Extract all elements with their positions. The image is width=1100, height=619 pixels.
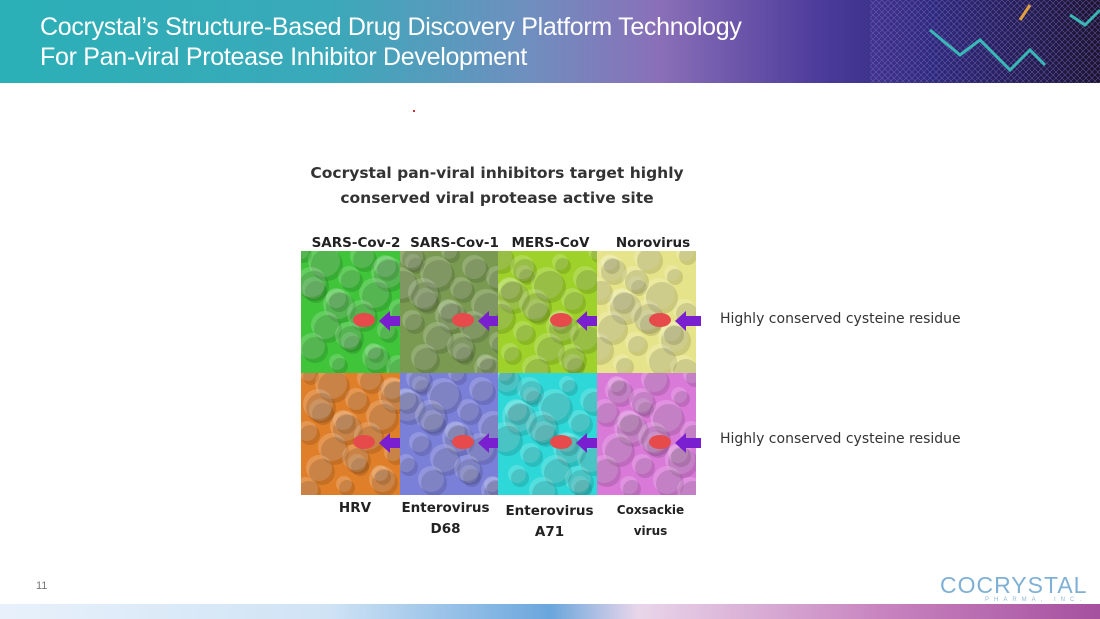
protein-surface-image bbox=[301, 251, 400, 373]
arrow-left-icon bbox=[379, 433, 405, 453]
arrow-left-icon bbox=[675, 433, 701, 453]
label-line: A71 bbox=[534, 524, 565, 540]
footer-gradient-bar bbox=[0, 604, 1100, 619]
arrow-left-icon bbox=[478, 433, 504, 453]
callout-top: Highly conserved cysteine residue bbox=[720, 311, 961, 327]
arrow-left-icon bbox=[379, 311, 405, 331]
protein-surface-image bbox=[400, 373, 499, 495]
label-enterovirus-a71: Enterovirus A71 bbox=[502, 501, 597, 543]
protein-surface-image bbox=[597, 373, 696, 495]
label-sars-cov-2: SARS-Cov-2 bbox=[311, 235, 401, 251]
protein-surface-image bbox=[597, 251, 696, 373]
page-title: Cocrystal’s Structure-Based Drug Discove… bbox=[40, 12, 742, 72]
protein-surface-image bbox=[301, 373, 400, 495]
active-site-marker bbox=[550, 313, 572, 327]
arrow-left-icon bbox=[675, 311, 701, 331]
stray-dot bbox=[413, 110, 415, 112]
arrow-left-icon bbox=[576, 433, 602, 453]
protein-surface-image bbox=[498, 373, 597, 495]
title-line-1: Cocrystal’s Structure-Based Drug Discove… bbox=[40, 13, 742, 41]
callout-bottom: Highly conserved cysteine residue bbox=[720, 431, 961, 447]
arrow-left-icon bbox=[478, 311, 504, 331]
label-norovirus: Norovirus bbox=[615, 235, 691, 251]
header-banner: Cocrystal’s Structure-Based Drug Discove… bbox=[0, 0, 1100, 83]
title-line-2: For Pan-viral Protease Inhibitor Develop… bbox=[40, 43, 528, 71]
label-coxsackie: Coxsackie virus bbox=[616, 503, 685, 538]
active-site-marker bbox=[452, 313, 474, 327]
protein-surface-image bbox=[498, 251, 597, 373]
label-enterovirus-d68: Enterovirus D68 bbox=[398, 498, 493, 540]
label-mers-cov: MERS-CoV bbox=[511, 235, 590, 251]
heading-line-1: Cocrystal pan-viral inhibitors target hi… bbox=[310, 164, 684, 182]
label-line: Enterovirus bbox=[505, 503, 594, 519]
active-site-marker bbox=[649, 435, 671, 449]
company-logo: COCRYSTAL bbox=[940, 572, 1088, 598]
active-site-marker bbox=[452, 435, 474, 449]
label-line: D68 bbox=[430, 521, 461, 537]
active-site-marker bbox=[353, 313, 375, 327]
active-site-marker bbox=[353, 435, 375, 449]
active-site-marker bbox=[550, 435, 572, 449]
heading-line-2: conserved viral protease active site bbox=[340, 189, 654, 207]
company-logo-sub: PHARMA, INC. bbox=[985, 597, 1087, 603]
active-site-marker bbox=[649, 313, 671, 327]
molecule-mesh-decoration bbox=[870, 0, 1100, 83]
label-line: Enterovirus bbox=[401, 500, 490, 516]
page-number: 11 bbox=[36, 580, 48, 592]
figure-heading: Cocrystal pan-viral inhibitors target hi… bbox=[297, 161, 697, 211]
label-hrv: HRV bbox=[338, 500, 372, 516]
arrow-left-icon bbox=[576, 311, 602, 331]
protein-surface-image bbox=[400, 251, 499, 373]
label-sars-cov-1: SARS-Cov-1 bbox=[410, 235, 499, 251]
